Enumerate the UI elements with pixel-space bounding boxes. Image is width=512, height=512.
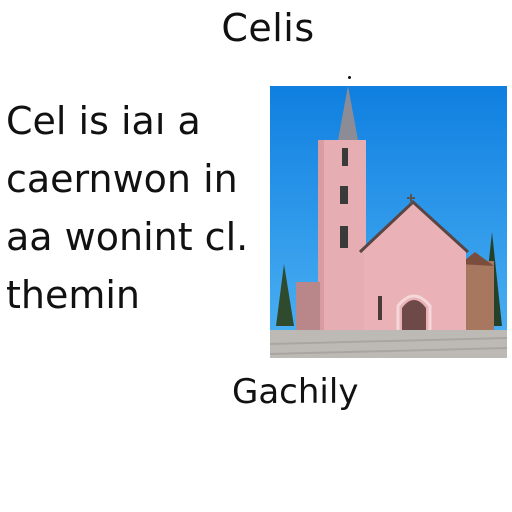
spire [338,86,358,140]
body-line-2: caernwon in [6,157,238,201]
church-photo [270,86,507,358]
building-right [464,261,494,331]
body-line-3: aa wonint cl. [6,215,249,259]
tower-window-low [340,226,348,248]
separator-dot [348,76,351,79]
annex-left [296,282,320,330]
tower-window-mid [340,186,348,204]
tower-window-top [342,148,348,166]
building-right-roof [460,252,494,266]
body-text: Cel is iaı a caernwon in aa wonint cl. t… [6,92,268,324]
church-door [402,300,426,330]
caption: Gachily [232,372,359,412]
page-title: Celis [221,6,315,50]
church-gable [364,204,466,330]
body-line-4: themin [6,273,141,317]
body-line-1: Cel is iaı a [6,99,201,143]
tree-left [276,264,294,326]
